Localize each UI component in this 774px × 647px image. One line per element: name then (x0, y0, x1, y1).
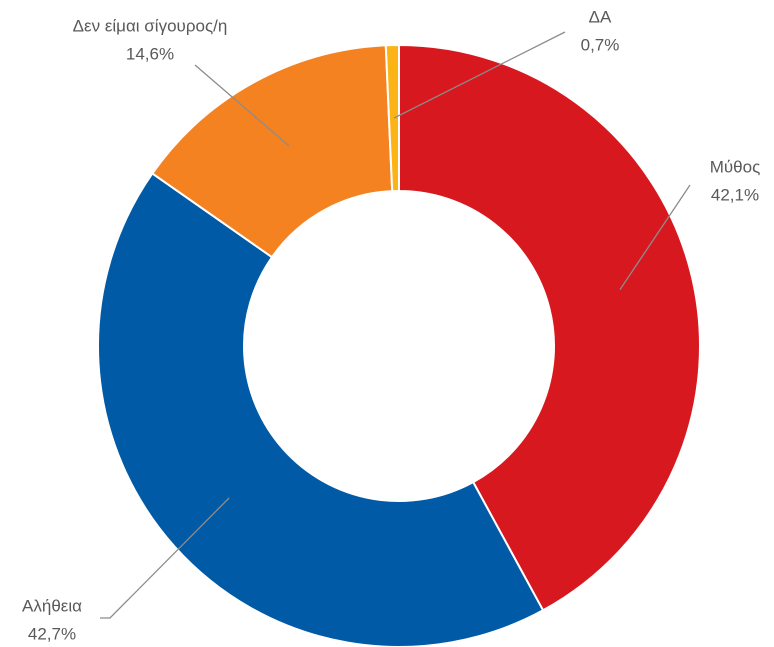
leader-line (100, 497, 230, 619)
leader-line (619, 184, 691, 291)
slice-value-label: 0,7% (581, 35, 620, 54)
donut-slice (398, 43, 701, 612)
slice-value-label: 42,1% (711, 185, 759, 204)
slice-label: Δεν είμαι σίγουρος/η (73, 16, 228, 35)
slice-label: Μύθος (710, 157, 761, 176)
leader-line (393, 31, 566, 119)
donut-slice (150, 44, 394, 259)
slice-label: Αλήθεια (22, 596, 82, 615)
slice-label: ΔΑ (589, 7, 612, 26)
donut-slice (97, 172, 545, 647)
donut-slice (384, 43, 400, 193)
slice-value-label: 14,6% (126, 44, 174, 63)
leader-line (194, 64, 290, 147)
slice-value-label: 42,7% (28, 624, 76, 643)
